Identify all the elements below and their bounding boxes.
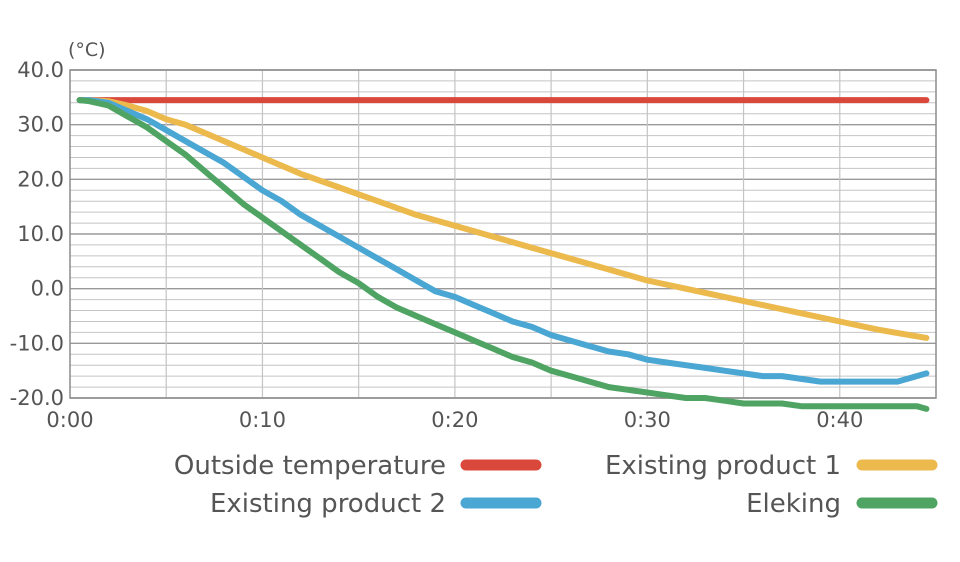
x-tick-label: 0:40 [816,408,863,432]
series-line-eleking [76,97,930,412]
y-tick-label: 20.0 [17,167,64,191]
legend: Outside temperature Existing product 1 Exi… [174,451,938,519]
y-tick-label: 10.0 [17,222,64,246]
plot-area-border [69,69,937,399]
y-tick-label: -20.0 [10,386,64,410]
y-axis-ticks: 40.0 30.0 20.0 10.0 0.0 -10.0 -20.0 [10,58,64,410]
y-tick-label: 0.0 [31,277,64,301]
series-line-existing-product-1 [76,97,930,341]
legend-label-eleking: Eleking [746,489,841,519]
grid [70,69,936,399]
x-tick-label: 0:30 [624,408,671,432]
x-axis-ticks: 0:00 0:10 0:20 0:30 0:40 [46,408,863,432]
y-tick-label: -10.0 [10,331,64,355]
legend-label-existing-product-2: Existing product 2 [210,489,446,519]
y-axis-unit-label: (°C) [68,39,106,61]
x-tick-label: 0:20 [431,408,478,432]
legend-label-existing-product-1: Existing product 1 [605,451,841,481]
series-line-existing-product-2 [76,97,930,385]
x-tick-label: 0:00 [46,408,93,432]
x-tick-label: 0:10 [239,408,286,432]
series-lines [76,97,930,412]
legend-label-outside-temperature: Outside temperature [174,451,446,481]
y-tick-label: 40.0 [17,58,64,82]
y-tick-label: 30.0 [17,113,64,137]
